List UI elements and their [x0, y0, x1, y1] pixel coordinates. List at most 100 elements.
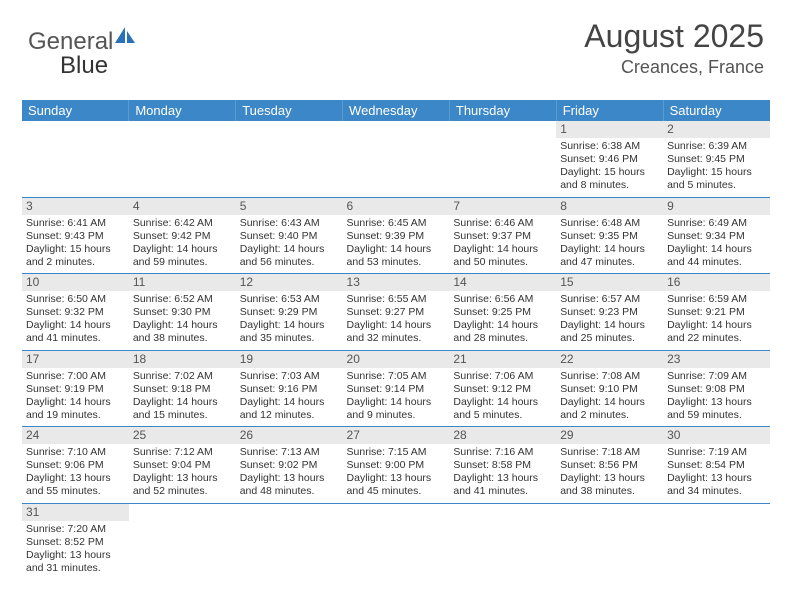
sunrise-text: Sunrise: 6:42 AM	[133, 217, 232, 230]
sunset-text: Sunset: 9:23 PM	[560, 306, 659, 319]
day-body: Sunrise: 7:05 AMSunset: 9:14 PMDaylight:…	[343, 368, 450, 427]
day-number: 25	[129, 427, 236, 444]
calendar-cell: 6Sunrise: 6:45 AMSunset: 9:39 PMDaylight…	[343, 197, 450, 274]
sunset-text: Sunset: 9:35 PM	[560, 230, 659, 243]
sunset-text: Sunset: 9:14 PM	[347, 383, 446, 396]
month-title: August 2025	[584, 18, 764, 55]
sunset-text: Sunset: 9:46 PM	[560, 153, 659, 166]
day-number: 12	[236, 274, 343, 291]
day-number: 6	[343, 198, 450, 215]
daylight-text: Daylight: 13 hours and 34 minutes.	[667, 472, 766, 498]
calendar-cell: 16Sunrise: 6:59 AMSunset: 9:21 PMDayligh…	[663, 274, 770, 351]
day-number: 19	[236, 351, 343, 368]
daylight-text: Daylight: 13 hours and 48 minutes.	[240, 472, 339, 498]
sunset-text: Sunset: 9:21 PM	[667, 306, 766, 319]
calendar-cell: 25Sunrise: 7:12 AMSunset: 9:04 PMDayligh…	[129, 427, 236, 504]
sunset-text: Sunset: 9:43 PM	[26, 230, 125, 243]
day-number: 9	[663, 198, 770, 215]
sunset-text: Sunset: 9:16 PM	[240, 383, 339, 396]
sunrise-text: Sunrise: 7:02 AM	[133, 370, 232, 383]
daylight-text: Daylight: 14 hours and 22 minutes.	[667, 319, 766, 345]
daylight-text: Daylight: 14 hours and 9 minutes.	[347, 396, 446, 422]
day-number: 17	[22, 351, 129, 368]
calendar-week: 3Sunrise: 6:41 AMSunset: 9:43 PMDaylight…	[22, 197, 770, 274]
day-body: Sunrise: 7:08 AMSunset: 9:10 PMDaylight:…	[556, 368, 663, 427]
day-body: Sunrise: 7:09 AMSunset: 9:08 PMDaylight:…	[663, 368, 770, 427]
day-number: 31	[22, 504, 129, 521]
day-number: 20	[343, 351, 450, 368]
daylight-text: Daylight: 13 hours and 31 minutes.	[26, 549, 125, 575]
daylight-text: Daylight: 13 hours and 59 minutes.	[667, 396, 766, 422]
weekday-header: Thursday	[449, 100, 556, 121]
daylight-text: Daylight: 13 hours and 38 minutes.	[560, 472, 659, 498]
day-body: Sunrise: 6:41 AMSunset: 9:43 PMDaylight:…	[22, 215, 129, 274]
day-number: 11	[129, 274, 236, 291]
daylight-text: Daylight: 13 hours and 41 minutes.	[453, 472, 552, 498]
day-body: Sunrise: 6:39 AMSunset: 9:45 PMDaylight:…	[663, 138, 770, 197]
brand-sail-icon	[115, 27, 137, 45]
weekday-header: Monday	[129, 100, 236, 121]
day-body: Sunrise: 7:15 AMSunset: 9:00 PMDaylight:…	[343, 444, 450, 503]
day-body: Sunrise: 7:20 AMSunset: 8:52 PMDaylight:…	[22, 521, 129, 580]
day-number: 7	[449, 198, 556, 215]
calendar-week: 1Sunrise: 6:38 AMSunset: 9:46 PMDaylight…	[22, 121, 770, 197]
daylight-text: Daylight: 14 hours and 12 minutes.	[240, 396, 339, 422]
calendar-cell	[129, 121, 236, 197]
sunrise-text: Sunrise: 7:00 AM	[26, 370, 125, 383]
calendar-cell: 7Sunrise: 6:46 AMSunset: 9:37 PMDaylight…	[449, 197, 556, 274]
calendar-cell	[129, 503, 236, 579]
daylight-text: Daylight: 14 hours and 44 minutes.	[667, 243, 766, 269]
location-title: Creances, France	[584, 57, 764, 78]
sunrise-text: Sunrise: 7:16 AM	[453, 446, 552, 459]
daylight-text: Daylight: 14 hours and 15 minutes.	[133, 396, 232, 422]
sunset-text: Sunset: 8:54 PM	[667, 459, 766, 472]
calendar-cell: 24Sunrise: 7:10 AMSunset: 9:06 PMDayligh…	[22, 427, 129, 504]
day-number: 21	[449, 351, 556, 368]
calendar-cell	[449, 503, 556, 579]
calendar-cell	[556, 503, 663, 579]
sunrise-text: Sunrise: 7:18 AM	[560, 446, 659, 459]
sunset-text: Sunset: 8:58 PM	[453, 459, 552, 472]
sunrise-text: Sunrise: 7:15 AM	[347, 446, 446, 459]
daylight-text: Daylight: 13 hours and 45 minutes.	[347, 472, 446, 498]
daylight-text: Daylight: 14 hours and 56 minutes.	[240, 243, 339, 269]
weekday-header: Tuesday	[236, 100, 343, 121]
daylight-text: Daylight: 14 hours and 50 minutes.	[453, 243, 552, 269]
day-body: Sunrise: 6:49 AMSunset: 9:34 PMDaylight:…	[663, 215, 770, 274]
sunset-text: Sunset: 9:06 PM	[26, 459, 125, 472]
calendar-body: 1Sunrise: 6:38 AMSunset: 9:46 PMDaylight…	[22, 121, 770, 579]
calendar-cell: 15Sunrise: 6:57 AMSunset: 9:23 PMDayligh…	[556, 274, 663, 351]
brand-part2: Blue	[60, 52, 108, 79]
calendar-cell: 21Sunrise: 7:06 AMSunset: 9:12 PMDayligh…	[449, 350, 556, 427]
sunset-text: Sunset: 8:52 PM	[26, 536, 125, 549]
daylight-text: Daylight: 14 hours and 28 minutes.	[453, 319, 552, 345]
calendar-cell	[236, 503, 343, 579]
calendar-cell: 5Sunrise: 6:43 AMSunset: 9:40 PMDaylight…	[236, 197, 343, 274]
day-number: 10	[22, 274, 129, 291]
day-body: Sunrise: 7:06 AMSunset: 9:12 PMDaylight:…	[449, 368, 556, 427]
day-body: Sunrise: 6:46 AMSunset: 9:37 PMDaylight:…	[449, 215, 556, 274]
calendar-week: 31Sunrise: 7:20 AMSunset: 8:52 PMDayligh…	[22, 503, 770, 579]
calendar-cell: 13Sunrise: 6:55 AMSunset: 9:27 PMDayligh…	[343, 274, 450, 351]
sunrise-text: Sunrise: 7:13 AM	[240, 446, 339, 459]
sunset-text: Sunset: 9:29 PM	[240, 306, 339, 319]
calendar-cell: 22Sunrise: 7:08 AMSunset: 9:10 PMDayligh…	[556, 350, 663, 427]
sunrise-text: Sunrise: 7:10 AM	[26, 446, 125, 459]
day-number: 30	[663, 427, 770, 444]
sunrise-text: Sunrise: 6:43 AM	[240, 217, 339, 230]
daylight-text: Daylight: 14 hours and 59 minutes.	[133, 243, 232, 269]
calendar-cell	[663, 503, 770, 579]
calendar-cell: 17Sunrise: 7:00 AMSunset: 9:19 PMDayligh…	[22, 350, 129, 427]
calendar-head: SundayMondayTuesdayWednesdayThursdayFrid…	[22, 100, 770, 121]
day-body: Sunrise: 6:45 AMSunset: 9:39 PMDaylight:…	[343, 215, 450, 274]
sunrise-text: Sunrise: 6:46 AM	[453, 217, 552, 230]
day-body: Sunrise: 6:38 AMSunset: 9:46 PMDaylight:…	[556, 138, 663, 197]
calendar-cell: 19Sunrise: 7:03 AMSunset: 9:16 PMDayligh…	[236, 350, 343, 427]
day-number: 8	[556, 198, 663, 215]
weekday-header: Wednesday	[343, 100, 450, 121]
calendar-week: 24Sunrise: 7:10 AMSunset: 9:06 PMDayligh…	[22, 427, 770, 504]
daylight-text: Daylight: 15 hours and 2 minutes.	[26, 243, 125, 269]
calendar-cell: 12Sunrise: 6:53 AMSunset: 9:29 PMDayligh…	[236, 274, 343, 351]
sunset-text: Sunset: 9:39 PM	[347, 230, 446, 243]
day-body: Sunrise: 7:18 AMSunset: 8:56 PMDaylight:…	[556, 444, 663, 503]
